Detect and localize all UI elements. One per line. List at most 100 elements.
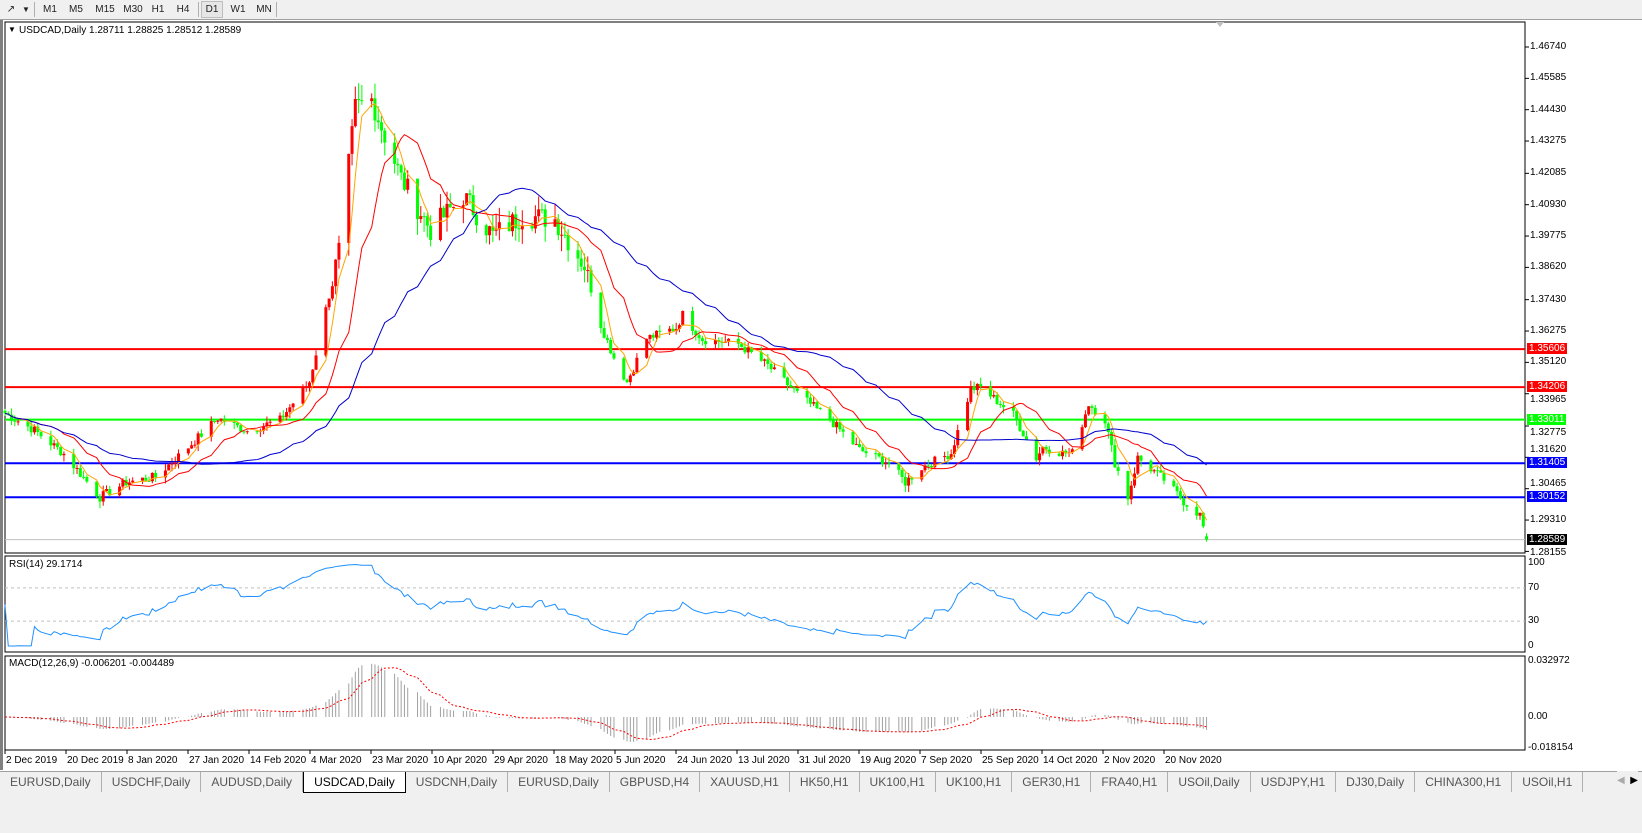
candle-body <box>1047 449 1051 454</box>
candle-body <box>635 357 639 373</box>
candle-body <box>370 98 374 102</box>
chart-tab[interactable]: USOil,Daily <box>1168 772 1251 792</box>
candle-body <box>219 418 223 421</box>
candle-body <box>255 431 259 433</box>
tab-scroll-arrows[interactable]: ◀ ▶ <box>1617 771 1638 791</box>
candle-body <box>1034 439 1038 461</box>
timeframe-toolbar: ↗ ▼ M1 M5 M15 M30 H1 H4 D1 W1 MN <box>0 0 1642 20</box>
chart-tab[interactable]: GER30,H1 <box>1012 772 1092 792</box>
chart-tab[interactable]: FRA40,H1 <box>1091 772 1169 792</box>
candle-body <box>576 250 580 259</box>
candle-body <box>147 480 151 482</box>
candle-body <box>560 234 564 236</box>
chart-tab[interactable]: XAUUSD,H1 <box>700 772 790 792</box>
candle-body <box>812 402 816 404</box>
timeframe-m1[interactable]: M1 <box>43 4 57 15</box>
timeframe-m15[interactable]: M15 <box>95 4 115 15</box>
macd-tick-label: -0.018154 <box>1528 741 1574 753</box>
timeframe-mn[interactable]: MN <box>256 4 272 15</box>
candle-body <box>805 390 809 398</box>
level-price-tag[interactable]: 1.34206 <box>1527 381 1568 393</box>
candle-body <box>658 330 662 332</box>
candle-body <box>461 205 465 207</box>
level-price-tag[interactable]: 1.31405 <box>1527 457 1568 469</box>
chevron-down-icon[interactable]: ▼ <box>22 5 30 14</box>
date-tick-label: 25 Sep 2020 <box>982 755 1039 766</box>
candle-body <box>514 214 518 229</box>
candle-body <box>1152 470 1156 472</box>
candle-body <box>468 193 472 196</box>
chart-tab[interactable]: USDCAD,Daily <box>303 772 406 793</box>
candle-body <box>648 335 652 339</box>
candle-body <box>943 456 947 458</box>
timeframe-d1[interactable]: D1 <box>201 1 223 18</box>
level-price-tag[interactable]: 1.33011 <box>1527 413 1567 425</box>
level-price-tag[interactable]: 1.30152 <box>1527 491 1568 503</box>
candle-body <box>1070 449 1074 453</box>
candle-body <box>1129 485 1133 500</box>
candle-body <box>599 292 603 329</box>
candle-body <box>334 259 338 287</box>
chart-tab[interactable]: USDCNH,Daily <box>406 772 509 792</box>
chart-tab[interactable]: USDJPY,H1 <box>1251 772 1337 792</box>
line-tools-icon[interactable]: ↗ <box>6 4 16 15</box>
candle-body <box>858 444 862 448</box>
candle-body <box>1126 471 1130 500</box>
timeframe-m30[interactable]: M30 <box>123 4 143 15</box>
price-tick-label: 1.36275 <box>1530 325 1567 337</box>
candle-body <box>1083 414 1087 428</box>
candle-body <box>655 330 659 338</box>
candle-body <box>150 472 154 482</box>
candle-body <box>1002 405 1006 408</box>
timeframe-w1[interactable]: W1 <box>230 4 246 15</box>
candle-body <box>39 431 43 437</box>
candle-body <box>118 486 122 496</box>
timeframe-h4[interactable]: H4 <box>176 4 190 15</box>
candle-body <box>952 445 956 455</box>
candle-body <box>235 422 239 426</box>
candle-body <box>213 421 217 423</box>
candle-body <box>59 447 63 456</box>
chart-tab[interactable]: USDCHF,Daily <box>102 772 202 792</box>
chart-tab[interactable]: USOil,H1 <box>1512 772 1584 792</box>
candle-body <box>429 225 433 240</box>
level-price-tag[interactable]: 1.35606 <box>1527 343 1568 355</box>
chart-window[interactable] <box>0 20 1642 770</box>
chart-tab[interactable]: HK50,H1 <box>790 772 860 792</box>
candle-body <box>877 453 881 457</box>
collapse-arrow-icon[interactable]: ▼ <box>8 25 16 34</box>
candle-body <box>949 454 953 460</box>
date-tick-label: 2 Nov 2020 <box>1104 755 1156 766</box>
scroll-left-icon[interactable]: ◀ <box>1617 775 1625 786</box>
chart-tab[interactable]: DJ30,Daily <box>1336 772 1416 792</box>
candle-body <box>700 338 704 342</box>
ma-short-line <box>4 103 1208 521</box>
candle-body <box>471 195 475 215</box>
candle-body <box>488 226 492 236</box>
candle-body <box>353 98 357 127</box>
chart-tab[interactable]: EURUSD,Daily <box>0 772 102 792</box>
timeframe-h1[interactable]: H1 <box>151 4 165 15</box>
candle-body <box>1205 536 1209 540</box>
timeframe-m5[interactable]: M5 <box>69 4 83 15</box>
price-tick-label: 1.29310 <box>1530 514 1567 526</box>
chart-tab[interactable]: EURUSD,Daily <box>508 772 610 792</box>
chart-tab[interactable]: UK100,H1 <box>860 772 936 792</box>
chart-tab[interactable]: AUDUSD,Daily <box>201 772 304 792</box>
chart-tab[interactable]: CHINA300,H1 <box>1415 772 1513 792</box>
price-tick-label: 1.30465 <box>1530 478 1567 490</box>
scroll-right-icon[interactable]: ▶ <box>1630 775 1638 786</box>
chart-tab[interactable]: UK100,H1 <box>936 772 1013 792</box>
candle-body <box>301 387 305 404</box>
toolbar-divider <box>34 2 35 17</box>
price-tick-label: 1.40930 <box>1530 198 1567 210</box>
macd-tick-label: 0.032972 <box>1528 655 1570 666</box>
candle-body <box>177 453 181 463</box>
chart-tab[interactable]: GBPUSD,H4 <box>610 772 701 792</box>
chart-canvas[interactable] <box>0 0 1642 770</box>
candle-body <box>1011 407 1015 411</box>
candle-body <box>789 385 793 388</box>
candle-body <box>861 447 865 452</box>
candle-body <box>199 433 203 437</box>
candle-body <box>835 422 839 428</box>
